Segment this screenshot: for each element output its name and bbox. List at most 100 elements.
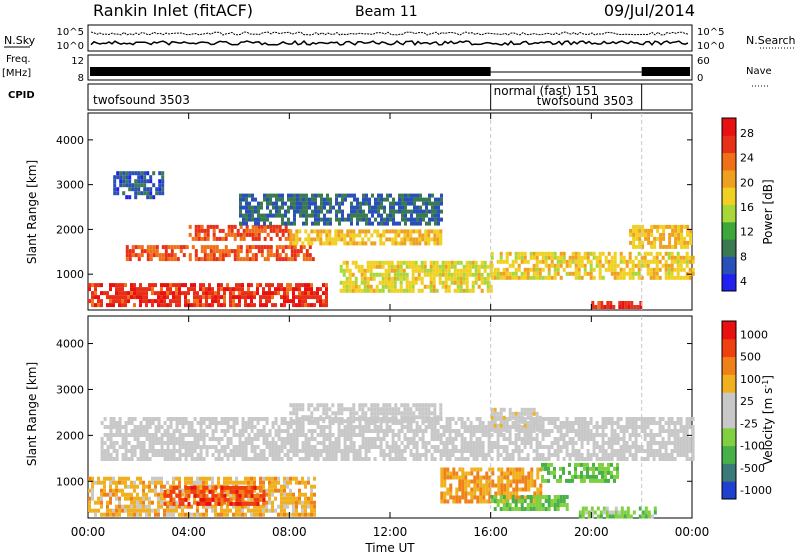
heatmap-cell: [445, 261, 448, 265]
heatmap-cell: [224, 498, 227, 502]
heatmap-cell: [638, 260, 641, 264]
heatmap-cell: [388, 407, 391, 411]
heatmap-cell: [445, 281, 448, 285]
heatmap-cell: [451, 281, 454, 285]
heatmap-cell: [106, 509, 109, 513]
heatmap-cell: [323, 433, 326, 437]
heatmap-cell: [382, 261, 385, 265]
heatmap-cell: [686, 241, 689, 245]
heatmap-cell: [539, 276, 542, 280]
heatmap-cell: [653, 433, 656, 437]
heatmap-cell: [536, 507, 539, 511]
heatmap-cell: [376, 419, 379, 423]
heatmap-cell: [377, 437, 380, 441]
heatmap-cell: [275, 206, 278, 210]
heatmap-cell: [217, 481, 220, 485]
heatmap-cell: [653, 437, 656, 441]
heatmap-cell: [200, 457, 203, 461]
heatmap-cell: [131, 417, 134, 421]
heatmap-cell: [239, 437, 242, 441]
heatmap-cell: [539, 457, 542, 461]
heatmap-cell: [258, 245, 261, 249]
heatmap-cell: [392, 437, 395, 441]
heatmap-cell: [539, 260, 542, 264]
heatmap-cell: [397, 233, 400, 237]
heatmap-cell: [159, 257, 162, 261]
heatmap-cell: [464, 480, 467, 484]
heatmap-cell: [380, 198, 383, 202]
heatmap-cell: [400, 411, 403, 415]
heatmap-cell: [329, 449, 332, 453]
heatmap-cell: [581, 264, 584, 268]
heatmap-cell: [389, 206, 392, 210]
heatmap-cell: [322, 419, 325, 423]
heatmap-cell: [175, 287, 178, 291]
heatmap-cell: [308, 445, 311, 449]
heatmap-cell: [437, 433, 440, 437]
heatmap-cell: [169, 299, 172, 303]
heatmap-cell: [109, 303, 112, 307]
heatmap-cell: [314, 210, 317, 214]
heatmap-cell: [107, 445, 110, 449]
heatmap-cell: [283, 509, 286, 513]
heatmap-cell: [358, 269, 361, 273]
heatmap-cell: [431, 218, 434, 222]
heatmap-cell: [280, 287, 283, 291]
heatmap-cell: [200, 445, 203, 449]
heatmap-cell: [635, 445, 638, 449]
heatmap-cell: [234, 249, 237, 253]
heatmap-cell: [176, 425, 179, 429]
heatmap-cell: [476, 457, 479, 461]
heatmap-cell: [148, 481, 151, 485]
heatmap-cell: [479, 468, 482, 472]
heatmap-cell: [91, 485, 94, 489]
heatmap-cell: [352, 403, 355, 407]
heatmap-cell: [436, 233, 439, 237]
heatmap-cell: [335, 214, 338, 218]
heatmap-cell: [424, 265, 427, 269]
heatmap-cell: [547, 479, 550, 483]
heatmap-cell: [310, 497, 313, 501]
heatmap-cell: [587, 449, 590, 453]
heatmap-cell: [554, 256, 557, 260]
heatmap-cell: [641, 256, 644, 260]
heatmap-cell: [424, 237, 427, 241]
heatmap-cell: [599, 264, 602, 268]
heatmap-cell: [172, 513, 175, 517]
heatmap-cell: [241, 295, 244, 299]
heatmap-cell: [536, 468, 539, 472]
heatmap-cell: [353, 429, 356, 433]
heatmap-cell: [445, 265, 448, 269]
heatmap-cell: [373, 403, 376, 407]
heatmap-cell: [119, 417, 122, 421]
heatmap-cell: [524, 252, 527, 256]
heatmap-cell: [314, 453, 317, 457]
heatmap-cell: [478, 277, 481, 281]
heatmap-cell: [671, 449, 674, 453]
heatmap-cell: [674, 229, 677, 233]
heatmap-cell: [257, 206, 260, 210]
heatmap-cell: [542, 276, 545, 280]
heatmap-cell: [404, 449, 407, 453]
heatmap-cell: [266, 437, 269, 441]
nave-tick-top: 60: [697, 56, 710, 67]
heatmap-cell: [152, 453, 155, 457]
heatmap-cell: [334, 415, 337, 419]
heatmap-cell: [665, 225, 668, 229]
heatmap-cell: [332, 433, 335, 437]
heatmap-cell: [551, 417, 554, 421]
heatmap-cell: [121, 287, 124, 291]
heatmap-cell: [280, 505, 283, 509]
heatmap-cell: [271, 283, 274, 287]
heatmap-cell: [671, 260, 674, 264]
heatmap-cell: [600, 305, 603, 309]
heatmap-cell: [199, 481, 202, 485]
heatmap-cell: [340, 237, 343, 241]
heatmap-cell: [296, 194, 299, 198]
heatmap-cell: [674, 276, 677, 280]
heatmap-cell: [376, 233, 379, 237]
heatmap-cell: [193, 513, 196, 517]
heatmap-cell: [692, 268, 695, 272]
heatmap-cell: [191, 441, 194, 445]
